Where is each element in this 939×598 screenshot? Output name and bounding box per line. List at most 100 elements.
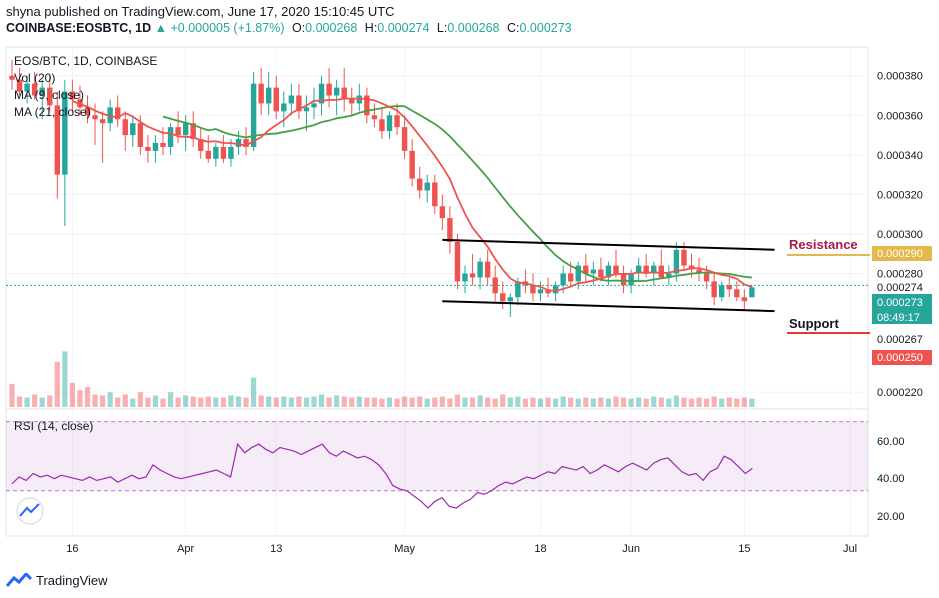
volume-bar [598,397,604,407]
candle-body [552,285,559,294]
candle-body [613,265,619,274]
candle-body [424,182,430,191]
volume-bar [462,397,468,407]
low-tag: 0.000267 [877,334,923,346]
volume-bar [537,398,544,407]
rsi-tick-60: 60.00 [877,436,905,448]
volume-bar [228,395,234,407]
candle-body [311,103,317,108]
candle-body [220,146,227,159]
candle-body [711,281,717,298]
candle-body [167,127,174,147]
volume-bar [198,397,204,407]
candle-body [258,83,264,104]
ma21-line [162,105,753,282]
candle-body [273,87,279,112]
channel-upper-line [442,238,775,251]
candle-body [484,261,491,278]
candle-body [537,289,544,294]
volume-bar [107,392,113,407]
candle-body [605,265,612,278]
candle-body [16,79,23,92]
tradingview-logo-icon [6,573,32,587]
price-chart[interactable]: EOS/BTC, 1D, COINBASE Vol (20) MA (9, cl… [0,38,939,598]
footer-brand: TradingView [36,572,108,588]
volume-bar [507,397,513,407]
volume-bar [681,397,687,407]
candle-body [130,123,136,136]
volume-bar [704,398,710,407]
price-tick-label: 0.000360 [877,110,923,122]
volume-bar [175,397,181,407]
collapse-icon[interactable] [16,497,44,525]
volume-bar [530,397,536,407]
candle-body [386,115,393,132]
candle-body [182,123,189,136]
time-tick-label: Jul [843,543,857,555]
candle-body [500,293,506,302]
volume-bar [84,387,91,407]
volume-bar [32,394,38,407]
candle-body [590,269,597,274]
price-axis[interactable]: 0.000380 0.000360 0.000340 0.000320 0.000300… [877,71,923,399]
candle-body [462,273,468,282]
candle-body [568,273,574,282]
volume-bar [77,390,83,407]
low-value: 0.000268 [447,21,500,35]
volume-bar [137,392,143,407]
volume-bar [130,398,136,407]
time-axis[interactable]: 16 Apr 13 May 18 Jun 15 Jul [66,543,857,555]
candle-body [749,287,755,298]
candle-body [115,107,121,120]
candle-body [205,150,211,159]
volume-bar [719,398,725,407]
candle-body [741,297,748,302]
candle-body [160,142,166,147]
volume-bar [54,361,60,407]
candle-body [469,273,476,278]
volume-bars [9,351,755,407]
volume-bar [243,397,249,407]
time-tick-label: 13 [270,543,282,555]
candle-body [681,249,687,266]
volume-bar [371,397,377,407]
rsi-band [6,421,868,492]
candle-body [635,265,642,274]
time-tick-label: Jun [622,543,640,555]
close-value: 0.000273 [519,21,572,35]
volume-bar [613,396,619,407]
price-change: +0.000005 (+1.87%) [170,21,285,35]
moving-averages [72,97,753,293]
volume-bar [92,394,98,407]
volume-bar [620,397,627,407]
candles [9,59,755,318]
change-arrow-icon: ▲ [154,21,168,35]
candle-body [658,265,664,278]
close-price-tag: 0.000273 [877,297,923,309]
volume-bar [281,396,287,407]
volume-bar [100,395,106,407]
candle-body [296,95,302,112]
price-tick-label: 0.000380 [877,71,923,83]
candle-body [666,273,672,278]
candle-body [333,87,340,96]
time-tick-label: Apr [177,543,194,555]
rsi-band-fill [6,421,868,491]
volume-bar [213,397,219,407]
volume-bar [500,394,506,407]
volume-bar [469,397,476,407]
volume-bar [160,398,166,407]
legend-title: EOS/BTC, 1D, COINBASE [14,54,157,68]
volume-bar [522,398,528,407]
volume-bar [447,398,453,407]
candle-body [417,178,423,191]
volume-bar [145,397,151,407]
candle-body [39,87,45,96]
candle-body [651,265,657,274]
candle-body [31,83,38,96]
symbol-label: COINBASE:EOSBTC, 1D [6,21,152,35]
volume-bar [402,396,408,407]
candle-body [545,289,551,294]
volume-bar [39,397,45,407]
last-price-tag: 0.000274 [877,282,923,294]
